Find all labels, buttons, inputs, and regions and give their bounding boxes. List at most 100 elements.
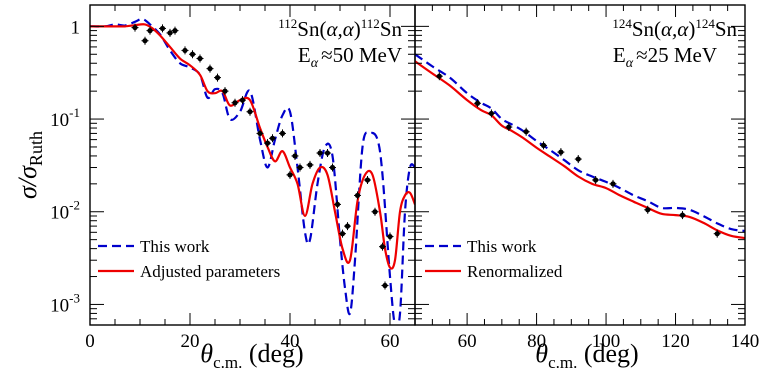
data-point [474,99,482,108]
data-point [316,149,324,158]
legend-left-text-1: Adjusted parameters [140,262,280,281]
energy-label-left: Eα ≈50 MeV [298,43,402,71]
reaction-right-el1: Sn( [632,17,661,41]
series-line-this-work [90,17,415,325]
data-point [141,36,149,45]
x-axis-right-sub: c.m. [548,353,577,370]
data-point [306,160,314,169]
data-point [574,155,582,164]
legend-right-text-0: This work [467,237,537,256]
y-tick-label: 10-3 [50,290,80,316]
reaction-left-mid: α,α [326,17,354,41]
legend-left-text-0: This work [140,237,210,256]
reaction-left-pre2: 112 [361,16,380,31]
data-point [644,205,652,214]
data-point [592,176,600,185]
data-point [344,222,351,231]
data-point [324,149,331,158]
data-point [231,98,239,107]
data-point [166,28,174,37]
ticks-right: 60 80 100 120 140 [414,5,760,352]
x-axis-left-main: θ [200,339,213,368]
data-point [296,163,304,172]
x-axis-left-unit: (deg) [242,339,303,368]
data-point [713,229,721,238]
data-point [171,26,179,35]
reaction-right-el2: Sn [715,17,738,41]
series-line-adjusted [90,23,415,270]
x-axis-label-right: θc.m. (deg) [535,339,638,370]
x-axis-label-left: θc.m. (deg) [200,339,303,370]
x-tick-label: 120 [661,331,690,352]
data-point [181,46,189,55]
data-point [264,139,271,148]
data-point [206,64,214,73]
y-tick-label-base: 10 [50,110,69,131]
x-axis-right-unit: (deg) [577,339,638,368]
energy-left-value: ≈50 MeV [321,43,402,67]
legend-right: This work Renormalized [425,237,563,281]
legend-right-text-1: Renormalized [467,262,563,281]
data-point [286,170,294,179]
data-point [329,163,336,172]
series-layer-right [415,53,745,240]
x-tick-label: 40 [281,331,300,352]
data-point [540,141,548,150]
data-point [557,148,565,157]
energy-left-main: E [298,43,311,67]
x-tick-label: 80 [527,331,546,352]
y-tick-label: 10-2 [50,198,80,224]
data-point [609,179,617,188]
data-point [279,129,286,138]
reaction-right-post: ) [688,17,695,41]
data-point [256,129,264,138]
data-point [678,211,686,220]
data-point [159,24,166,33]
data-point [214,73,221,82]
y-axis-label: σ/σRuth [13,131,46,199]
energy-right-main: E [613,43,626,67]
data-point [379,242,386,251]
data-point [239,96,246,105]
y-tick-label-exp: -1 [69,105,80,120]
y-tick-label-exp: -2 [69,198,80,213]
reaction-left-pre: 112 [278,16,297,31]
reaction-label-left: 112Sn(α,α)112Sn [278,16,402,41]
data-point [487,109,495,118]
x-tick-label: 60 [381,331,400,352]
reaction-left-el1: Sn( [297,17,326,41]
legend-left: This work Adjusted parameters [98,237,280,281]
data-point [386,232,394,241]
data-point [435,72,443,81]
y-tick-label: 10-1 [50,105,80,131]
y-tick-label-base: 1 [71,17,81,38]
x-tick-label: 140 [731,331,760,352]
series-line-adjusted [415,60,745,240]
data-point [364,176,371,185]
x-tick-label: 0 [85,331,95,352]
data-point [334,200,341,209]
reaction-label-right: 124Sn(α,α)124Sn [612,16,737,41]
x-tick-label: 100 [592,331,621,352]
series-line-this-work [415,53,745,233]
energy-right-sub: α [626,56,634,71]
reaction-right-pre: 124 [612,16,632,31]
data-point [354,191,361,200]
data-point [196,54,204,63]
data-point [146,26,154,35]
panel-right: 60 80 100 120 140 124Sn(α,α)124Sn Eα ≈25 MeV … [414,4,760,370]
y-tick-label: 1 [71,17,81,38]
data-point [189,50,196,59]
series-layer-left [90,17,415,325]
data-point [221,87,229,96]
data-point [371,207,379,216]
energy-label-right: Eα ≈25 MeV [613,43,717,71]
energy-left-sub: α [311,56,319,71]
data-point [246,107,254,116]
plot-frame-right [414,4,746,326]
y-axis-label-sub: Ruth [26,131,46,166]
y-tick-label-exp: -3 [69,290,80,305]
